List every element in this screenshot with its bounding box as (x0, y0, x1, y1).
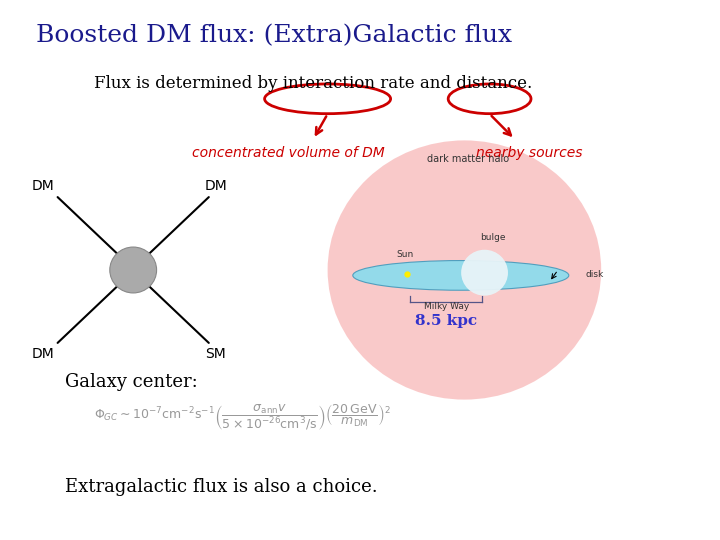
Ellipse shape (462, 249, 508, 295)
Text: concentrated volume of DM: concentrated volume of DM (192, 146, 384, 160)
Text: Flux is determined by interaction rate and distance.: Flux is determined by interaction rate a… (94, 75, 532, 91)
Text: Galaxy center:: Galaxy center: (65, 373, 197, 390)
Ellipse shape (353, 260, 569, 290)
Text: $\Phi_{GC} \sim 10^{-7}\mathrm{cm}^{-2}\mathrm{s}^{-1}\left(\dfrac{\sigma_{\math: $\Phi_{GC} \sim 10^{-7}\mathrm{cm}^{-2}\… (94, 402, 390, 432)
Text: Boosted DM flux: (Extra)Galactic flux: Boosted DM flux: (Extra)Galactic flux (36, 24, 512, 48)
Text: disk: disk (585, 270, 603, 279)
Text: dark matter halo: dark matter halo (427, 154, 509, 164)
Text: DM: DM (32, 347, 55, 361)
Text: Milky Way: Milky Way (424, 302, 469, 312)
Text: SM: SM (206, 347, 226, 361)
Text: 8.5 kpc: 8.5 kpc (415, 314, 477, 328)
Ellipse shape (328, 140, 601, 400)
Text: Sun: Sun (397, 250, 414, 259)
Text: Extragalactic flux is also a choice.: Extragalactic flux is also a choice. (65, 478, 377, 496)
Text: DM: DM (32, 179, 55, 193)
Ellipse shape (109, 247, 157, 293)
Text: DM: DM (204, 179, 228, 193)
Text: bulge: bulge (480, 233, 506, 242)
Text: nearby sources: nearby sources (476, 146, 582, 160)
